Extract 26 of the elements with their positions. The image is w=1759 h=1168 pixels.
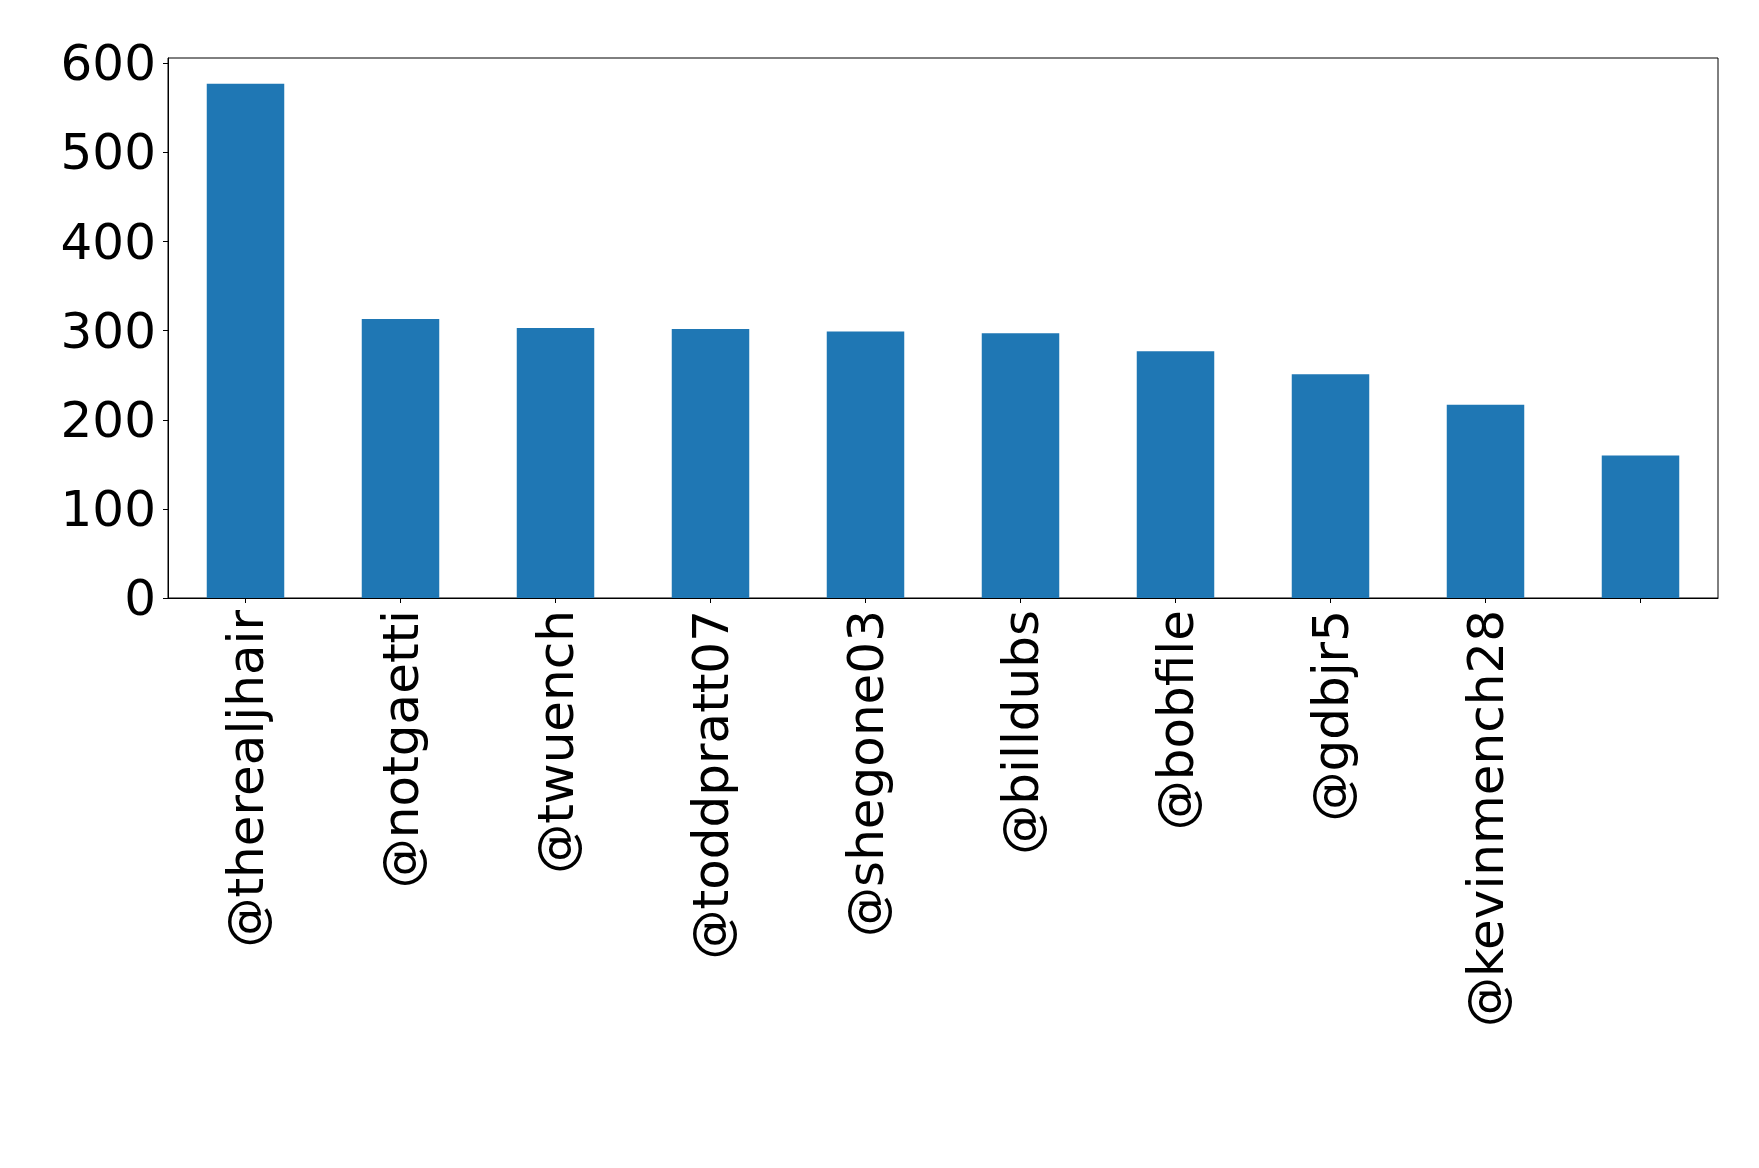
- x-tick-label: @billdubs: [991, 610, 1050, 855]
- y-tick-label: 400: [60, 212, 156, 271]
- y-tick-label: 100: [60, 479, 156, 538]
- x-tick-label: @toddpratt07: [681, 610, 740, 960]
- x-tick-label: @therealjhair: [216, 609, 275, 948]
- bar: [826, 331, 905, 598]
- x-tick-label: @shegone03: [836, 610, 895, 937]
- bar: [1291, 374, 1370, 598]
- y-tick-label: 300: [60, 301, 156, 360]
- bar: [1136, 351, 1215, 598]
- bar: [206, 83, 285, 598]
- x-tick-label: @notgaetti: [371, 610, 430, 889]
- bar: [671, 328, 750, 598]
- bar: [1601, 455, 1680, 598]
- bar: [981, 333, 1060, 598]
- y-tick-label: 0: [124, 569, 156, 627]
- bar: [361, 319, 440, 598]
- y-tick-label: 200: [60, 390, 156, 449]
- bar: [1446, 404, 1525, 598]
- bar: [516, 328, 595, 598]
- x-tick-label: @gdbjr5: [1301, 610, 1360, 822]
- y-tick-label: 600: [60, 34, 156, 93]
- y-tick-label: 500: [60, 123, 156, 182]
- x-tick-label: @bobfile: [1146, 610, 1205, 831]
- x-tick-label: @twuench: [526, 610, 585, 874]
- x-tick-label: @kevinmench28: [1456, 610, 1515, 1028]
